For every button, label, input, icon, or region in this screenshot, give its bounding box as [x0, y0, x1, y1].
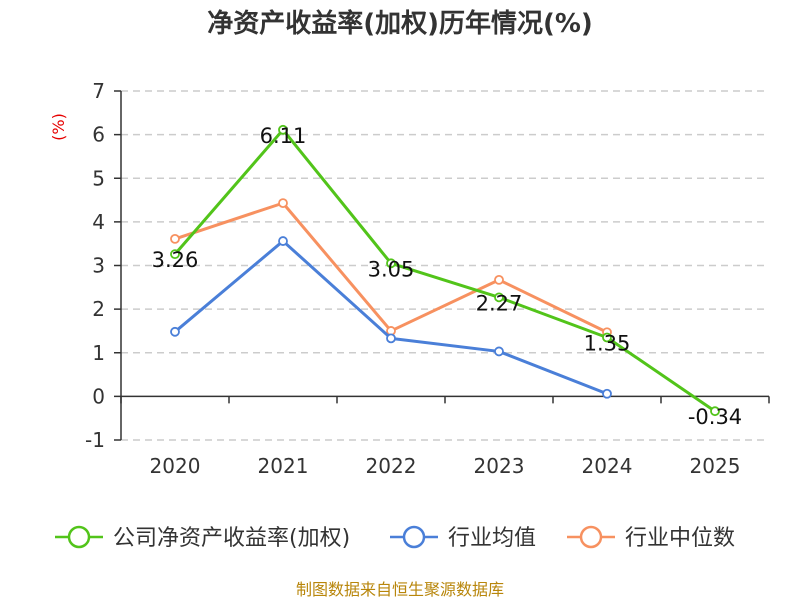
data-point	[278, 236, 288, 246]
grid-lines	[121, 90, 769, 441]
legend-label: 行业均值	[448, 526, 536, 551]
legend-marker	[67, 525, 91, 549]
x-tick-label: 2021	[258, 454, 309, 478]
legend-marker	[402, 525, 426, 549]
data-point	[386, 333, 396, 344]
x-tick-label: 2022	[366, 454, 417, 478]
chart-title: 净资产收益率(加权)历年情况(%)	[207, 8, 593, 39]
x-tick-label: 2025	[690, 454, 741, 478]
data-label: 3.05	[368, 257, 415, 281]
x-tick-label: 2023	[474, 454, 525, 478]
y-tick-label: -1	[85, 428, 105, 452]
data-label: -0.34	[688, 405, 742, 429]
legend: 公司净资产收益率(加权) 行业均值 行业中位数	[55, 525, 735, 551]
y-tick-label: 6	[92, 123, 105, 147]
data-point	[494, 292, 504, 303]
data-label: 6.11	[260, 124, 307, 148]
x-tick-label: 2020	[150, 454, 201, 478]
legend-marker	[579, 525, 603, 549]
data-point	[710, 406, 720, 417]
data-point	[278, 124, 288, 135]
data-point	[170, 326, 180, 337]
y-axis-label: (%)	[49, 113, 68, 141]
data-point	[494, 346, 504, 357]
legend-label: 行业中位数	[625, 526, 735, 551]
y-tick-label: 5	[92, 166, 105, 190]
series-line	[173, 128, 716, 413]
data-point	[602, 332, 612, 343]
data-label: 1.35	[584, 331, 631, 355]
y-tick-label: 7	[92, 79, 105, 103]
data-point	[386, 258, 396, 269]
y-tick-label: 2	[92, 297, 105, 321]
data-label: 2.27	[476, 291, 523, 315]
source-note: 制图数据来自恒生聚源数据库	[296, 580, 504, 599]
legend-label: 公司净资产收益率(加权)	[113, 526, 350, 551]
y-tick-label: 4	[92, 210, 105, 234]
data-label: 3.26	[152, 248, 199, 272]
data-point	[170, 249, 180, 260]
x-tick-label: 2024	[582, 454, 633, 478]
data-point	[602, 388, 612, 399]
y-tick-label: 3	[92, 254, 105, 278]
y-tick-label: 0	[92, 384, 105, 408]
y-tick-label: 1	[92, 341, 105, 365]
data-point	[170, 233, 180, 244]
data-labels: 3.26 6.11 3.05 2.27 1.35 -0.34	[152, 124, 743, 429]
axes: -1 0 1 2 3 4 5 6 7 2020 2021 2022 2023 2024 2025	[85, 79, 770, 478]
data-point	[494, 274, 504, 285]
data-point	[278, 198, 288, 209]
series-layer	[170, 124, 720, 417]
